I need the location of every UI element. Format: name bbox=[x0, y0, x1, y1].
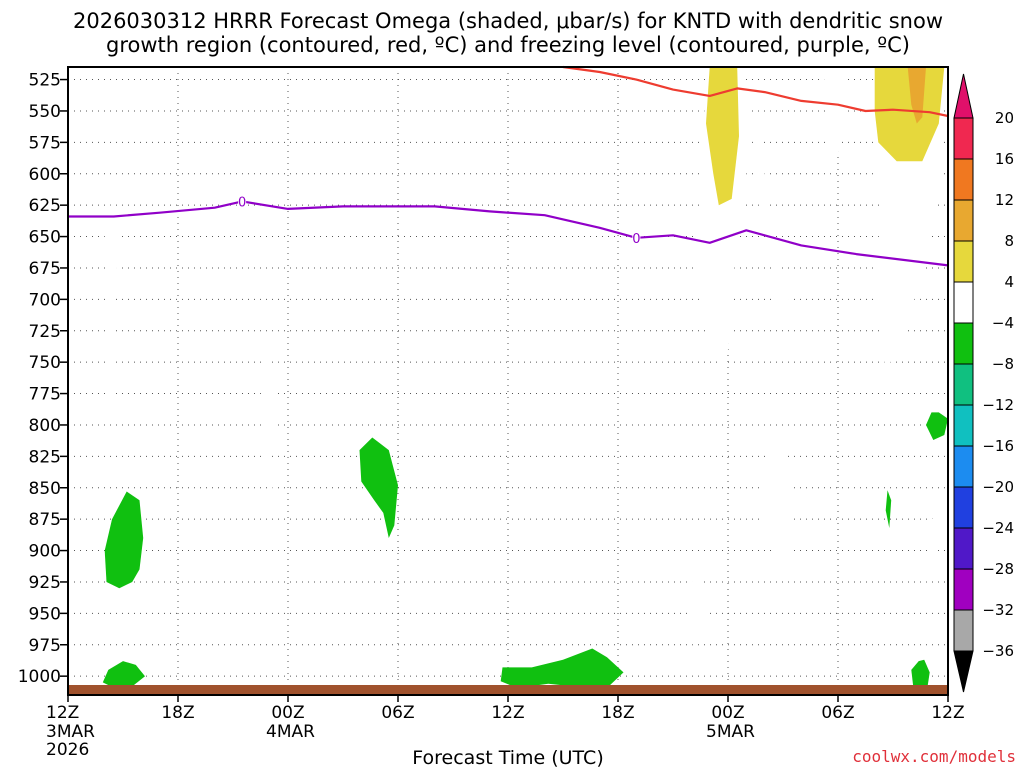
colorbar-swatch-4 bbox=[953, 281, 974, 324]
downward-omega-region-5 bbox=[926, 412, 948, 440]
colorbar-bottom-arrow bbox=[953, 650, 974, 693]
y-tick-label-725: 725 bbox=[29, 322, 61, 342]
chart-title-line-1: 2026030312 HRRR Forecast Omega (shaded, … bbox=[73, 9, 943, 33]
x-date-label-0: 3MAR bbox=[46, 722, 95, 742]
upward-omega-region-10 bbox=[874, 67, 945, 162]
colorbar-swatch-9 bbox=[953, 486, 974, 529]
y-tick-label-750: 750 bbox=[29, 353, 61, 373]
grid bbox=[68, 67, 948, 695]
y-tick-label-525: 525 bbox=[29, 71, 61, 91]
y-tick-label-625: 625 bbox=[29, 196, 61, 216]
upward-omega-region-6 bbox=[761, 435, 793, 576]
colorbar-level-8: −16 bbox=[982, 437, 1014, 455]
x-tick-label-42: 06Z bbox=[821, 703, 854, 723]
x-tick-label-12: 00Z bbox=[271, 703, 304, 723]
y-tick-label-675: 675 bbox=[29, 259, 61, 279]
colorbar-level-5: −4 bbox=[992, 314, 1014, 332]
colorbar-swatch-3 bbox=[953, 240, 974, 283]
contour-label-bg-0 bbox=[238, 194, 247, 209]
upward-omega-region-7 bbox=[689, 569, 706, 645]
upward-omega-region-8 bbox=[926, 516, 948, 601]
y-tick-label-825: 825 bbox=[29, 447, 61, 467]
x-tick-label-48: 12Z bbox=[931, 703, 964, 723]
y-tick-label-975: 975 bbox=[29, 636, 61, 656]
colorbar-swatch-1 bbox=[953, 158, 974, 201]
colorbar-level-4: 4 bbox=[1004, 273, 1014, 291]
upward-omega-region-4 bbox=[823, 67, 848, 174]
colorbar-level-10: −24 bbox=[982, 519, 1014, 537]
y-tick-label-950: 950 bbox=[29, 604, 61, 624]
credit-text: coolwx.com/models bbox=[852, 747, 1016, 766]
contour-label-1: 0 bbox=[632, 232, 640, 247]
colorbar-level-12: −32 bbox=[982, 601, 1014, 619]
colorbar-level-13: −36 bbox=[982, 642, 1014, 660]
colorbar-swatch-8 bbox=[953, 445, 974, 488]
x-tick-label-36: 00Z bbox=[711, 703, 744, 723]
y-tick-label-575: 575 bbox=[29, 133, 61, 153]
y-tick-label-700: 700 bbox=[29, 290, 61, 310]
downward-omega-region-6 bbox=[885, 490, 892, 528]
colorbar-level-9: −20 bbox=[982, 478, 1014, 496]
x-tick-label-24: 12Z bbox=[491, 703, 524, 723]
freezing-level-line bbox=[68, 200, 949, 267]
terrain-surface-band bbox=[68, 685, 948, 695]
y-tick-label-775: 775 bbox=[29, 385, 61, 405]
y-tick-label-600: 600 bbox=[29, 165, 61, 185]
x-date-label-36: 5MAR bbox=[706, 722, 755, 742]
upward-omega-region-11 bbox=[907, 67, 926, 124]
y-tick-label-650: 650 bbox=[29, 228, 61, 248]
y-tick-label-800: 800 bbox=[29, 416, 61, 436]
upward-omega-region-2 bbox=[260, 347, 276, 507]
x-tick-label-30: 18Z bbox=[601, 703, 634, 723]
omega-shading bbox=[102, 67, 948, 689]
chart-title-line-2: growth region (contoured, red, ºC) and f… bbox=[106, 33, 910, 57]
downward-omega-region-7 bbox=[911, 659, 930, 687]
colorbar-swatch-11 bbox=[953, 568, 974, 611]
downward-omega-region-3 bbox=[102, 661, 145, 689]
y-tick-label-900: 900 bbox=[29, 542, 61, 562]
colorbar-swatch-2 bbox=[953, 199, 974, 242]
contour-lines: 00 bbox=[68, 65, 949, 267]
y-tick-label-1000: 1000 bbox=[18, 667, 61, 687]
downward-omega-region-4 bbox=[500, 648, 624, 689]
y-axis: 525 550 575 600 625 650 675 700 725 750 775 800 825 8… bbox=[18, 71, 68, 687]
colorbar-level-11: −28 bbox=[982, 560, 1014, 578]
x-tick-label-0: 12Z bbox=[46, 703, 79, 723]
x-axis-label: Forecast Time (UTC) bbox=[412, 747, 603, 768]
colorbar-top-arrow bbox=[953, 73, 974, 119]
contour-label-bg-1 bbox=[632, 230, 641, 245]
x-year-label: 2026 bbox=[46, 740, 89, 760]
colorbar-level-3: 8 bbox=[1004, 232, 1014, 250]
colorbar-swatch-0 bbox=[953, 117, 974, 160]
contour-label-0: 0 bbox=[238, 195, 246, 210]
colorbar-legend: 20 16 12 8 4 −4 −8 −12 −16 −20 −24 −28 −32 −36 bbox=[953, 73, 1014, 693]
downward-omega-region-1 bbox=[104, 491, 144, 589]
upward-omega-region-1 bbox=[104, 205, 120, 428]
colorbar-level-6: −8 bbox=[992, 355, 1014, 373]
colorbar-level-0: 20 bbox=[995, 109, 1014, 127]
colorbar-swatch-12 bbox=[953, 609, 974, 652]
x-tick-label-18: 06Z bbox=[381, 703, 414, 723]
colorbar-swatch-7 bbox=[953, 404, 974, 447]
y-tick-label-550: 550 bbox=[29, 102, 61, 122]
colorbar-level-2: 12 bbox=[995, 191, 1014, 209]
y-tick-label-925: 925 bbox=[29, 573, 61, 593]
x-date-label-12: 4MAR bbox=[266, 722, 315, 742]
dendritic-growth-boundary-line bbox=[562, 65, 949, 118]
y-tick-label-875: 875 bbox=[29, 510, 61, 530]
y-tick-label-850: 850 bbox=[29, 479, 61, 499]
colorbar-swatch-10 bbox=[953, 527, 974, 570]
colorbar-swatch-5 bbox=[953, 322, 974, 365]
x-tick-label-6: 18Z bbox=[161, 703, 194, 723]
colorbar-swatch-6 bbox=[953, 363, 974, 406]
upward-omega-region-9 bbox=[706, 67, 739, 206]
plot-frame bbox=[67, 66, 949, 696]
colorbar-level-7: −12 bbox=[982, 396, 1014, 414]
downward-omega-region-2 bbox=[359, 437, 398, 538]
colorbar-level-1: 16 bbox=[995, 150, 1014, 168]
